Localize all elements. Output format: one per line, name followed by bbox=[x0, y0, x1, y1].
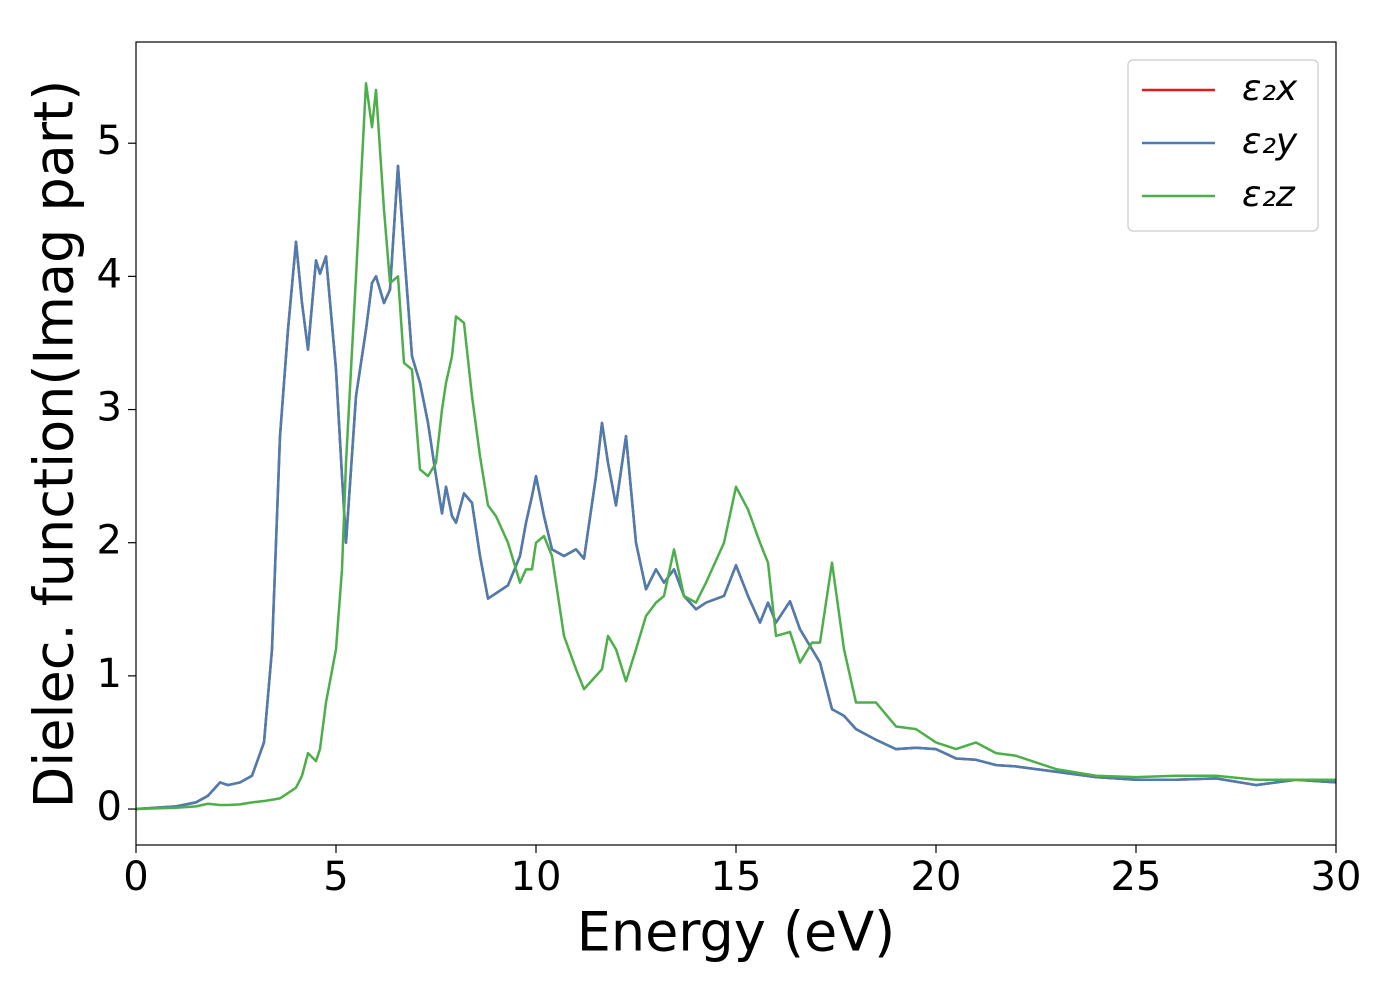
y-tick-label: 1 bbox=[97, 651, 122, 697]
y-tick-label: 4 bbox=[97, 251, 122, 297]
legend-box bbox=[1127, 59, 1319, 232]
x-tick-label: 5 bbox=[323, 854, 348, 900]
y-axis-label: Dielec. function(Imag part) bbox=[23, 80, 86, 809]
x-tick-label: 30 bbox=[1311, 854, 1362, 900]
series-line bbox=[136, 82, 1336, 811]
y-tick-label: 2 bbox=[97, 518, 122, 564]
y-tick-label: 0 bbox=[97, 784, 122, 830]
x-tick-label: 20 bbox=[911, 854, 962, 900]
y-tick-label: 3 bbox=[97, 385, 122, 431]
series-line bbox=[136, 164, 1336, 811]
legend-label: ε₂z bbox=[1242, 174, 1296, 215]
x-tick-label: 25 bbox=[1111, 854, 1162, 900]
x-tick-label: 15 bbox=[711, 854, 762, 900]
x-tick-label: 10 bbox=[511, 854, 562, 900]
legend-label: ε₂x bbox=[1242, 68, 1298, 109]
x-axis-label: Energy (eV) bbox=[577, 901, 896, 964]
y-tick-label: 5 bbox=[97, 118, 122, 164]
x-tick-label: 0 bbox=[123, 854, 148, 900]
plot-frame bbox=[135, 41, 1337, 846]
legend-label: ε₂y bbox=[1242, 121, 1298, 162]
